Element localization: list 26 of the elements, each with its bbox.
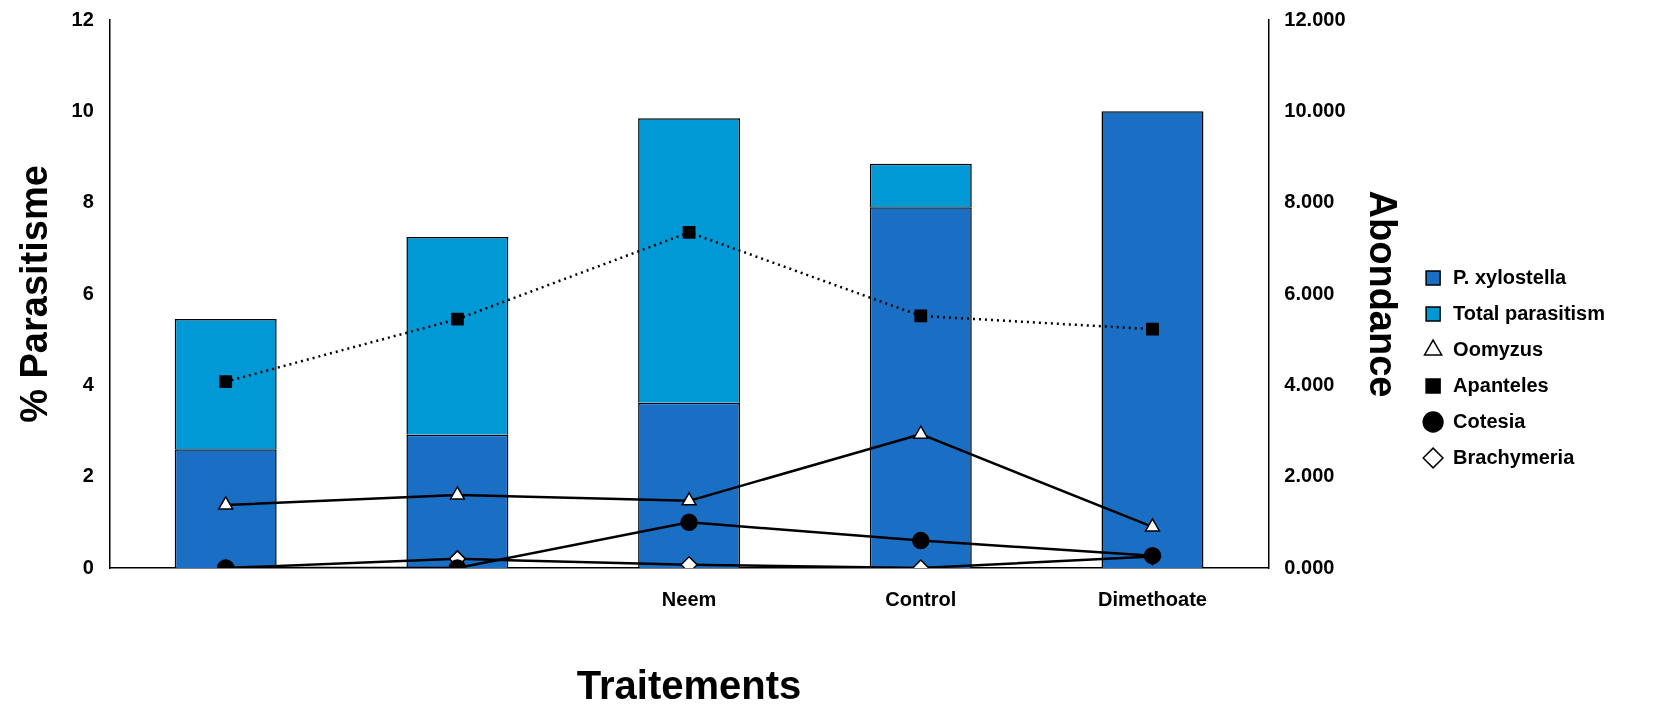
legend-label: Total parasitism <box>1453 301 1606 324</box>
y2-tick-label: 10.000 <box>1284 98 1346 121</box>
y2-tick-label: 4.000 <box>1284 372 1335 395</box>
y-tick-label: 2 <box>82 464 94 487</box>
y-tick-label: 10 <box>71 98 94 121</box>
y-tick-label: 6 <box>82 281 94 304</box>
y-tick-label: 4 <box>82 372 95 395</box>
legend-label: Oomyzus <box>1453 337 1544 360</box>
x-tick-label: Dimethoate <box>1098 587 1207 610</box>
y2-tick-label: 8.000 <box>1284 190 1335 213</box>
x-tick-label: Control <box>885 587 957 610</box>
x-axis-title: Traitements <box>576 663 802 708</box>
legend-label: Brachymeria <box>1453 445 1576 468</box>
y-axis-title: % Parasitisme <box>13 165 56 423</box>
y-tick-label: 12 <box>71 7 94 30</box>
y2-tick-label: 2.000 <box>1284 464 1335 487</box>
y2-tick-label: 6.000 <box>1284 281 1335 304</box>
y2-tick-label: 12.000 <box>1284 7 1346 30</box>
legend-label: Apanteles <box>1453 373 1549 396</box>
y2-tick-label: 0.000 <box>1284 555 1335 578</box>
x-tick-label: Neem <box>661 587 717 610</box>
y2-axis-title: Abondance <box>1361 190 1404 398</box>
y-tick-label: 0 <box>82 555 94 578</box>
legend-label: Cotesia <box>1453 409 1527 432</box>
legend-label: P. xylostella <box>1453 265 1568 288</box>
y-tick-label: 8 <box>82 190 94 213</box>
